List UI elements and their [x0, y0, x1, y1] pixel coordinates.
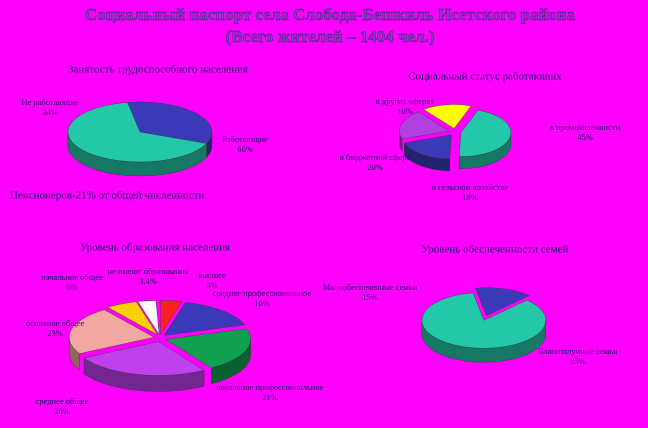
slice-label: в сельском хозяйстве	[432, 182, 508, 192]
slice-label: начальное общее	[41, 272, 103, 282]
pie-slice	[106, 301, 158, 335]
pie-slice	[423, 104, 472, 129]
slice-value: 21%	[262, 392, 278, 402]
slice-value: 16%	[397, 106, 413, 116]
slice-label: не имеют образования	[107, 266, 188, 276]
slice-value: 45%	[577, 132, 593, 142]
chart-title: Социальный статус работающих	[408, 71, 562, 83]
slice-label: Малообеспеченные семьи	[323, 282, 418, 292]
pie-slice	[458, 109, 512, 157]
slice-label: Не работающие	[21, 97, 79, 107]
pie-slice	[399, 111, 450, 140]
pie-slice	[160, 300, 183, 336]
slice-label: высшее	[198, 270, 226, 280]
slice-value: 19%	[462, 192, 478, 202]
slice-value: 15%	[362, 292, 378, 302]
chart-title: Уровень образования населения	[80, 242, 230, 254]
pie-slice	[421, 292, 546, 349]
note: Пенсионеров-21% от общей численности	[10, 190, 204, 202]
slice-value: 6%	[66, 282, 77, 292]
pie-slice	[165, 328, 251, 369]
pie-slice	[403, 134, 452, 160]
slice-label: основное общее	[26, 318, 85, 328]
pie-slice	[83, 341, 205, 376]
pie-slice	[69, 309, 155, 354]
pie-slice	[67, 102, 207, 163]
slide-title: Социальный паспорт села Слобода-Бешкиль …	[84, 5, 576, 46]
title-box: Социальный паспорт села Слобода-Бешкиль …	[84, 5, 576, 46]
pie-slice	[475, 287, 530, 316]
slice-label: среднее профессиональное	[213, 288, 312, 298]
chart-title: Занятость трудоспособного населения	[68, 64, 248, 76]
slice-value: 66%	[237, 144, 253, 154]
slice-label: в бюджетной сфере	[340, 152, 411, 162]
pie-slice	[137, 300, 160, 335]
slice-value: 26%	[54, 406, 70, 416]
slice-value: 34%	[42, 107, 58, 117]
slice-label: Благополучные семьи	[538, 346, 618, 356]
slice-value: 23%	[47, 328, 63, 338]
slice-label: Работающие	[222, 134, 268, 144]
slice-value: 3,4%	[139, 276, 157, 286]
slice-value: 16%	[254, 298, 270, 308]
slice-label: начальное профессиональное	[216, 382, 323, 392]
slice-value: 20%	[367, 162, 383, 172]
chart-title: Уровень обеспеченности семей	[422, 244, 569, 256]
slice-label: среднее общее	[36, 396, 89, 406]
slice-value: 4%	[206, 280, 217, 290]
pie-slice	[163, 302, 246, 336]
slice-value: 85%	[570, 356, 586, 366]
pie-slice	[127, 101, 213, 144]
slice-label: в других сферах	[376, 96, 435, 106]
slice-label: в промышленности	[550, 122, 621, 132]
